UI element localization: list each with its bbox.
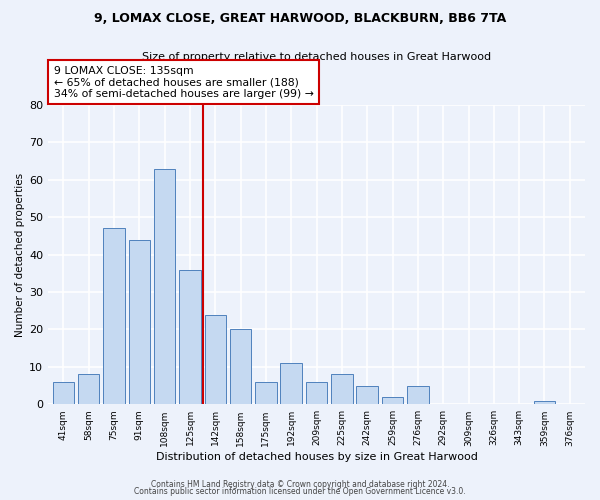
Bar (382, 397, 403, 404)
Bar (78, 374, 100, 404)
Bar (407, 386, 428, 404)
Bar (154, 168, 175, 404)
Title: Size of property relative to detached houses in Great Harwood: Size of property relative to detached ho… (142, 52, 491, 62)
Text: Contains HM Land Registry data © Crown copyright and database right 2024.: Contains HM Land Registry data © Crown c… (151, 480, 449, 489)
Bar (128, 240, 150, 404)
Bar (331, 374, 353, 404)
Bar (280, 363, 302, 405)
Bar (205, 314, 226, 404)
X-axis label: Distribution of detached houses by size in Great Harwood: Distribution of detached houses by size … (155, 452, 478, 462)
Bar (356, 386, 378, 404)
Bar (255, 382, 277, 404)
Y-axis label: Number of detached properties: Number of detached properties (15, 172, 25, 336)
Text: 9, LOMAX CLOSE, GREAT HARWOOD, BLACKBURN, BB6 7TA: 9, LOMAX CLOSE, GREAT HARWOOD, BLACKBURN… (94, 12, 506, 26)
Bar (306, 382, 328, 404)
Text: 9 LOMAX CLOSE: 135sqm
← 65% of detached houses are smaller (188)
34% of semi-det: 9 LOMAX CLOSE: 135sqm ← 65% of detached … (53, 66, 313, 99)
Bar (53, 382, 74, 404)
Bar (179, 270, 201, 404)
Bar (103, 228, 125, 404)
Bar (230, 330, 251, 404)
Text: Contains public sector information licensed under the Open Government Licence v3: Contains public sector information licen… (134, 488, 466, 496)
Bar (534, 400, 555, 404)
